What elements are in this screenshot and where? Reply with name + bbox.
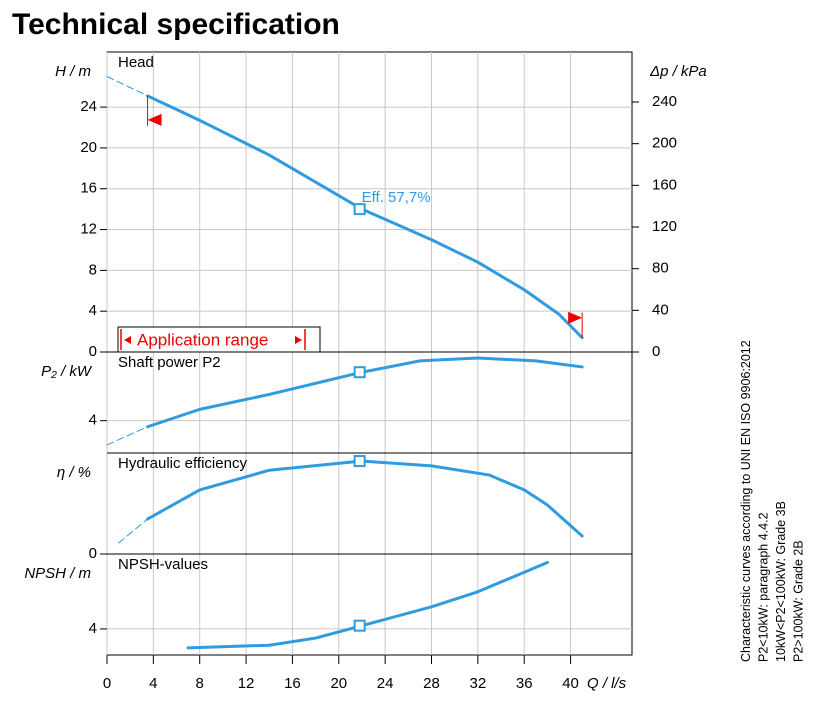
x-tick-label: 24 — [377, 675, 394, 692]
y2-tick-label: 80 — [652, 260, 669, 277]
curve-extension — [106, 426, 149, 446]
x-tick-label: 0 — [103, 675, 111, 692]
curve — [186, 560, 549, 650]
x-tick-label: 28 — [423, 675, 440, 692]
curve-extension — [106, 75, 149, 97]
y2-tick-label: 240 — [652, 93, 677, 110]
note: 10kW<P2<100kW: Grade 3B — [774, 501, 788, 662]
curve — [146, 94, 584, 340]
range-arrow — [124, 336, 131, 344]
panel-title: Head — [118, 54, 154, 71]
y2-axis-label: Δp / kPa — [649, 63, 707, 80]
y-tick-label: 4 — [89, 302, 97, 319]
curve — [146, 459, 584, 538]
y-axis-label: η / % — [57, 464, 91, 481]
note: P2>100kW: Grade 2B — [792, 540, 806, 662]
range-flag — [147, 113, 162, 126]
note: P2<10kW: paragraph 4.4.2 — [757, 512, 771, 662]
x-tick-label: 40 — [562, 675, 579, 692]
operating-point — [353, 366, 366, 379]
page-title: Technical specification — [12, 8, 340, 41]
y-tick-label: 0 — [89, 545, 97, 562]
x-axis-label: Q / l/s — [587, 675, 627, 692]
y-axis-label: NPSH / m — [24, 565, 91, 582]
x-tick-label: 20 — [330, 675, 347, 692]
y-tick-label: 16 — [80, 180, 97, 197]
x-tick-label: 4 — [149, 675, 157, 692]
y-axis-label: H / m — [55, 63, 91, 80]
range-box — [117, 326, 321, 353]
range-flag — [568, 311, 583, 324]
y-tick-label: 4 — [89, 412, 97, 429]
x-tick-label: 12 — [238, 675, 255, 692]
y2-tick-label: 120 — [652, 218, 677, 235]
annotation: Eff. 57,7% — [362, 189, 431, 206]
curve — [146, 356, 584, 429]
x-tick-label: 16 — [284, 675, 301, 692]
notes: Characteristic curves according to UNI E… — [739, 340, 806, 662]
range-arrow — [295, 336, 302, 344]
y2-tick-label: 200 — [652, 135, 677, 152]
operating-point — [353, 203, 366, 216]
panel-title: Hydraulic efficiency — [118, 455, 247, 472]
y-tick-label: 12 — [80, 221, 97, 238]
range-label: Application range — [137, 330, 268, 349]
y-tick-label: 20 — [80, 139, 97, 156]
note: Characteristic curves according to UNI E… — [739, 340, 753, 662]
operating-point — [353, 455, 366, 468]
x-tick-label: 32 — [470, 675, 487, 692]
y-tick-label: 0 — [89, 343, 97, 360]
panel-title: NPSH-values — [118, 556, 208, 573]
y-tick-label: 4 — [89, 620, 97, 637]
y2-tick-label: 0 — [652, 343, 660, 360]
y-axis-label: P₂ / kW — [41, 363, 93, 380]
y-tick-label: 24 — [80, 98, 97, 115]
y2-tick-label: 160 — [652, 176, 677, 193]
panel-title: Shaft power P2 — [118, 354, 221, 371]
y-tick-label: 8 — [89, 261, 97, 278]
y2-tick-label: 40 — [652, 301, 669, 318]
operating-point — [353, 619, 366, 632]
curve-extension — [118, 518, 149, 544]
x-tick-label: 8 — [196, 675, 204, 692]
x-tick-label: 36 — [516, 675, 533, 692]
